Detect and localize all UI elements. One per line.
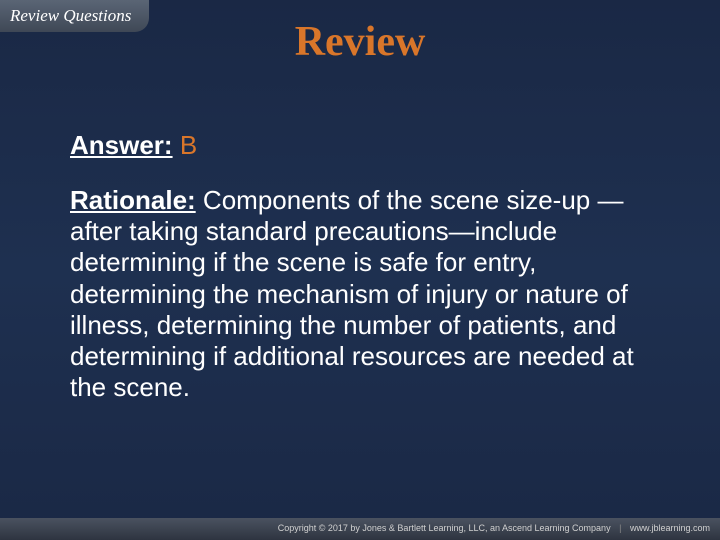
footer-url: www.jblearning.com — [630, 523, 710, 533]
rationale-block: Rationale: Components of the scene size-… — [70, 185, 650, 403]
answer-line: Answer: B — [70, 130, 650, 161]
rationale-text: Components of the scene size-up —after t… — [70, 185, 634, 402]
answer-value: B — [180, 130, 197, 160]
rationale-label: Rationale: — [70, 185, 196, 215]
footer-copyright: Copyright © 2017 by Jones & Bartlett Lea… — [278, 523, 611, 533]
page-title: Review — [0, 18, 720, 66]
footer-bar: Copyright © 2017 by Jones & Bartlett Lea… — [0, 518, 720, 540]
content-area: Answer: B Rationale: Components of the s… — [70, 130, 650, 403]
footer-divider: | — [619, 523, 621, 533]
answer-label: Answer: — [70, 130, 173, 160]
